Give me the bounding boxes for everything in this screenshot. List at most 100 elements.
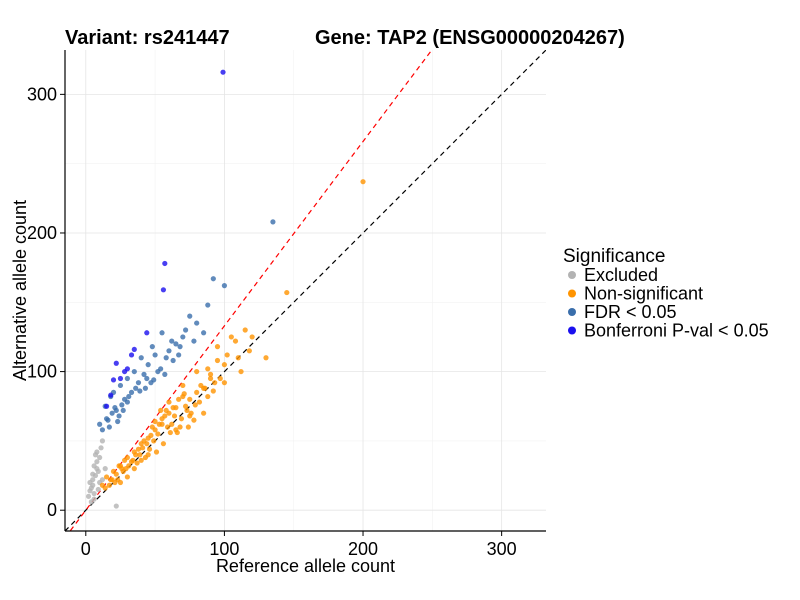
point-non-significant — [180, 382, 186, 389]
point-non-significant — [145, 452, 151, 458]
point-fdr-0-05 — [152, 352, 158, 358]
point-excluded — [97, 454, 103, 461]
point-non-significant — [134, 460, 140, 466]
point-non-significant — [117, 479, 124, 486]
point-bonferroni-p-val-0-05 — [131, 346, 137, 353]
point-fdr-0-05 — [159, 330, 165, 336]
point-excluded — [102, 466, 108, 472]
point-non-significant — [212, 380, 218, 386]
point-non-significant — [217, 375, 223, 382]
point-fdr-0-05 — [145, 362, 151, 368]
point-non-significant — [164, 424, 171, 430]
point-non-significant — [360, 179, 366, 185]
point-non-significant — [156, 421, 162, 427]
point-fdr-0-05 — [166, 348, 172, 354]
point-non-significant — [205, 366, 211, 372]
point-non-significant — [167, 429, 173, 436]
point-fdr-0-05 — [135, 380, 142, 386]
point-fdr-0-05 — [120, 407, 126, 414]
point-fdr-0-05 — [201, 330, 207, 336]
point-non-significant — [238, 368, 244, 375]
point-excluded — [113, 503, 119, 509]
point-bonferroni-p-val-0-05 — [113, 360, 119, 366]
point-non-significant — [169, 421, 175, 427]
point-fdr-0-05 — [182, 327, 189, 333]
point-fdr-0-05 — [177, 344, 183, 350]
legend-label: FDR < 0.05 — [584, 302, 677, 322]
point-non-significant — [171, 413, 178, 419]
point-non-significant — [176, 396, 182, 402]
point-non-significant — [242, 327, 248, 333]
point-fdr-0-05 — [128, 389, 135, 395]
point-non-significant — [178, 416, 185, 422]
x-axis-title: Reference allele count — [216, 556, 395, 576]
point-fdr-0-05 — [191, 338, 197, 344]
point-fdr-0-05 — [115, 418, 121, 425]
point-non-significant — [182, 403, 189, 409]
point-non-significant — [135, 446, 142, 452]
point-non-significant — [207, 371, 214, 377]
point-excluded — [98, 445, 104, 451]
point-fdr-0-05 — [116, 413, 122, 419]
point-excluded — [95, 486, 101, 493]
point-excluded — [88, 485, 94, 491]
point-non-significant — [228, 334, 234, 340]
point-non-significant — [138, 457, 144, 463]
point-non-significant — [185, 424, 191, 430]
data-points — [85, 69, 366, 509]
point-fdr-0-05 — [126, 393, 132, 400]
point-non-significant — [149, 424, 155, 430]
point-fdr-0-05 — [124, 399, 130, 405]
point-bonferroni-p-val-0-05 — [117, 375, 124, 382]
grid — [65, 50, 546, 531]
point-bonferroni-p-val-0-05 — [162, 260, 168, 267]
fitted-line — [69, 50, 433, 531]
point-excluded — [87, 479, 93, 486]
point-non-significant — [221, 362, 228, 368]
point-non-significant — [122, 457, 128, 463]
legend-label: Bonferroni P-val < 0.05 — [584, 321, 769, 341]
point-non-significant — [158, 407, 164, 414]
point-excluded — [91, 463, 97, 469]
y-tick-label: 300 — [27, 84, 57, 104]
point-fdr-0-05 — [194, 320, 200, 326]
point-non-significant — [120, 468, 126, 474]
point-non-significant — [130, 457, 136, 463]
point-non-significant — [201, 410, 207, 416]
point-excluded — [95, 468, 101, 474]
point-non-significant — [106, 482, 112, 488]
point-non-significant — [148, 432, 154, 438]
point-non-significant — [194, 389, 200, 395]
legend-title: Significance — [563, 246, 665, 267]
point-fdr-0-05 — [158, 366, 164, 372]
point-fdr-0-05 — [117, 382, 124, 389]
point-non-significant — [170, 405, 176, 411]
x-tick-label: 0 — [81, 539, 91, 559]
point-non-significant — [133, 452, 139, 458]
point-non-significant — [249, 334, 255, 340]
point-non-significant — [160, 441, 167, 447]
point-fdr-0-05 — [270, 219, 276, 225]
point-non-significant — [191, 417, 197, 423]
point-non-significant — [187, 396, 193, 402]
legend-label: Non-significant — [584, 284, 703, 304]
point-fdr-0-05 — [210, 276, 216, 282]
point-non-significant — [214, 344, 221, 350]
point-non-significant — [284, 289, 290, 296]
point-fdr-0-05 — [137, 388, 143, 394]
point-non-significant — [151, 438, 157, 444]
point-non-significant — [162, 413, 168, 419]
point-fdr-0-05 — [149, 344, 155, 350]
point-non-significant — [103, 474, 110, 480]
point-fdr-0-05 — [112, 405, 118, 411]
point-non-significant — [144, 441, 150, 447]
point-fdr-0-05 — [106, 424, 112, 430]
x-tick-label: 100 — [209, 539, 239, 559]
point-fdr-0-05 — [131, 368, 137, 375]
point-non-significant — [137, 452, 143, 458]
point-non-significant — [113, 471, 119, 477]
legend-key — [568, 326, 576, 335]
point-non-significant — [221, 380, 228, 386]
point-non-significant — [214, 357, 221, 364]
